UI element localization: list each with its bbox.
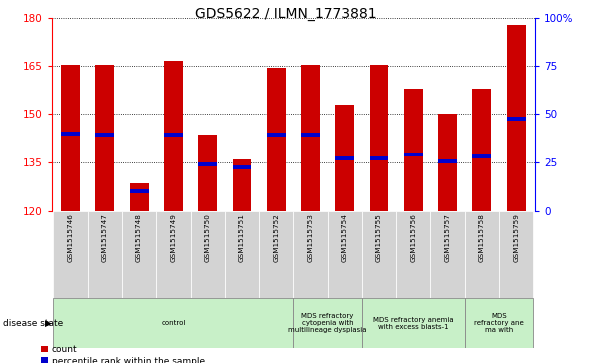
Text: GSM1515755: GSM1515755: [376, 213, 382, 262]
Bar: [61, 132, 80, 135]
Bar: [61, 65, 80, 211]
Bar: [232, 165, 251, 169]
Bar: [472, 154, 491, 158]
Bar: [328, 211, 362, 298]
Bar: [465, 211, 499, 298]
Bar: [130, 183, 148, 211]
Bar: [396, 211, 430, 298]
Text: GSM1515759: GSM1515759: [513, 213, 519, 262]
Text: disease state: disease state: [3, 319, 63, 327]
Bar: [430, 211, 465, 298]
Bar: [54, 298, 293, 348]
Text: ▶: ▶: [45, 319, 52, 327]
Bar: [130, 189, 148, 193]
Bar: [362, 211, 396, 298]
Text: GSM1515757: GSM1515757: [444, 213, 451, 262]
Text: GSM1515750: GSM1515750: [205, 213, 210, 262]
Bar: [506, 117, 525, 121]
Text: GSM1515756: GSM1515756: [410, 213, 416, 262]
Bar: [301, 133, 320, 137]
Bar: [506, 25, 525, 211]
Bar: [164, 61, 183, 211]
Bar: [259, 211, 293, 298]
Bar: [232, 159, 251, 211]
Legend: count, percentile rank within the sample: count, percentile rank within the sample: [41, 345, 205, 363]
Bar: [336, 105, 354, 211]
Bar: [95, 65, 114, 211]
Text: GSM1515754: GSM1515754: [342, 213, 348, 262]
Text: GSM1515751: GSM1515751: [239, 213, 245, 262]
Bar: [164, 133, 183, 137]
Bar: [301, 65, 320, 211]
Bar: [370, 65, 389, 211]
Bar: [293, 298, 362, 348]
Bar: [198, 162, 217, 166]
Bar: [267, 133, 286, 137]
Bar: [293, 211, 328, 298]
Text: GSM1515748: GSM1515748: [136, 213, 142, 262]
Bar: [267, 68, 286, 211]
Bar: [362, 298, 465, 348]
Bar: [404, 89, 423, 211]
Bar: [499, 211, 533, 298]
Bar: [465, 298, 533, 348]
Bar: [438, 114, 457, 211]
Text: GDS5622 / ILMN_1773881: GDS5622 / ILMN_1773881: [195, 7, 376, 21]
Text: MDS refractory anemia
with excess blasts-1: MDS refractory anemia with excess blasts…: [373, 317, 454, 330]
Text: GSM1515758: GSM1515758: [479, 213, 485, 262]
Text: GSM1515746: GSM1515746: [67, 213, 74, 262]
Text: GSM1515747: GSM1515747: [102, 213, 108, 262]
Bar: [88, 211, 122, 298]
Text: control: control: [161, 320, 185, 326]
Bar: [404, 152, 423, 156]
Bar: [95, 133, 114, 137]
Bar: [198, 135, 217, 211]
Text: MDS
refractory ane
ma with: MDS refractory ane ma with: [474, 313, 524, 333]
Bar: [225, 211, 259, 298]
Bar: [336, 156, 354, 160]
Bar: [472, 89, 491, 211]
Text: GSM1515752: GSM1515752: [273, 213, 279, 262]
Text: GSM1515753: GSM1515753: [308, 213, 314, 262]
Bar: [190, 211, 225, 298]
Text: GSM1515749: GSM1515749: [170, 213, 176, 262]
Bar: [156, 211, 190, 298]
Bar: [438, 159, 457, 163]
Bar: [122, 211, 156, 298]
Text: MDS refractory
cytopenia with
multilineage dysplasia: MDS refractory cytopenia with multilinea…: [288, 313, 367, 333]
Bar: [54, 211, 88, 298]
Bar: [370, 156, 389, 160]
